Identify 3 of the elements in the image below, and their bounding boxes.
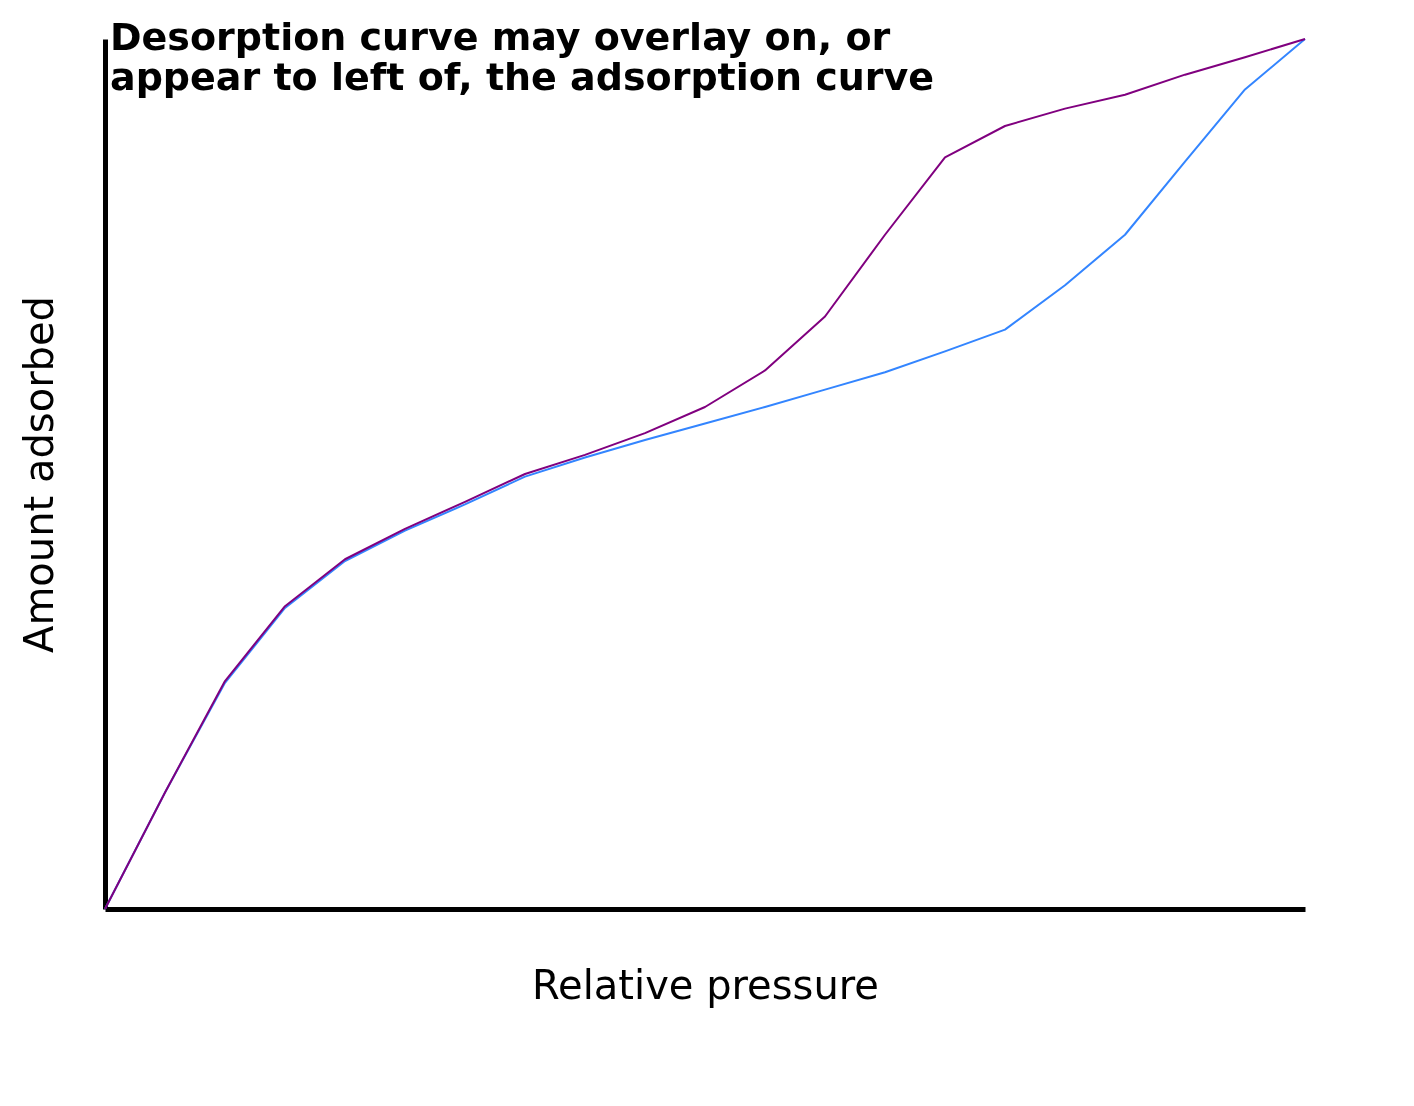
y-axis-title: Amount adsorbed <box>15 296 62 653</box>
x-axis-title: Relative pressure <box>532 961 879 1008</box>
chart-title: Desorption curve may overlay on, or appear to left of, the adsorption curve <box>110 15 935 99</box>
